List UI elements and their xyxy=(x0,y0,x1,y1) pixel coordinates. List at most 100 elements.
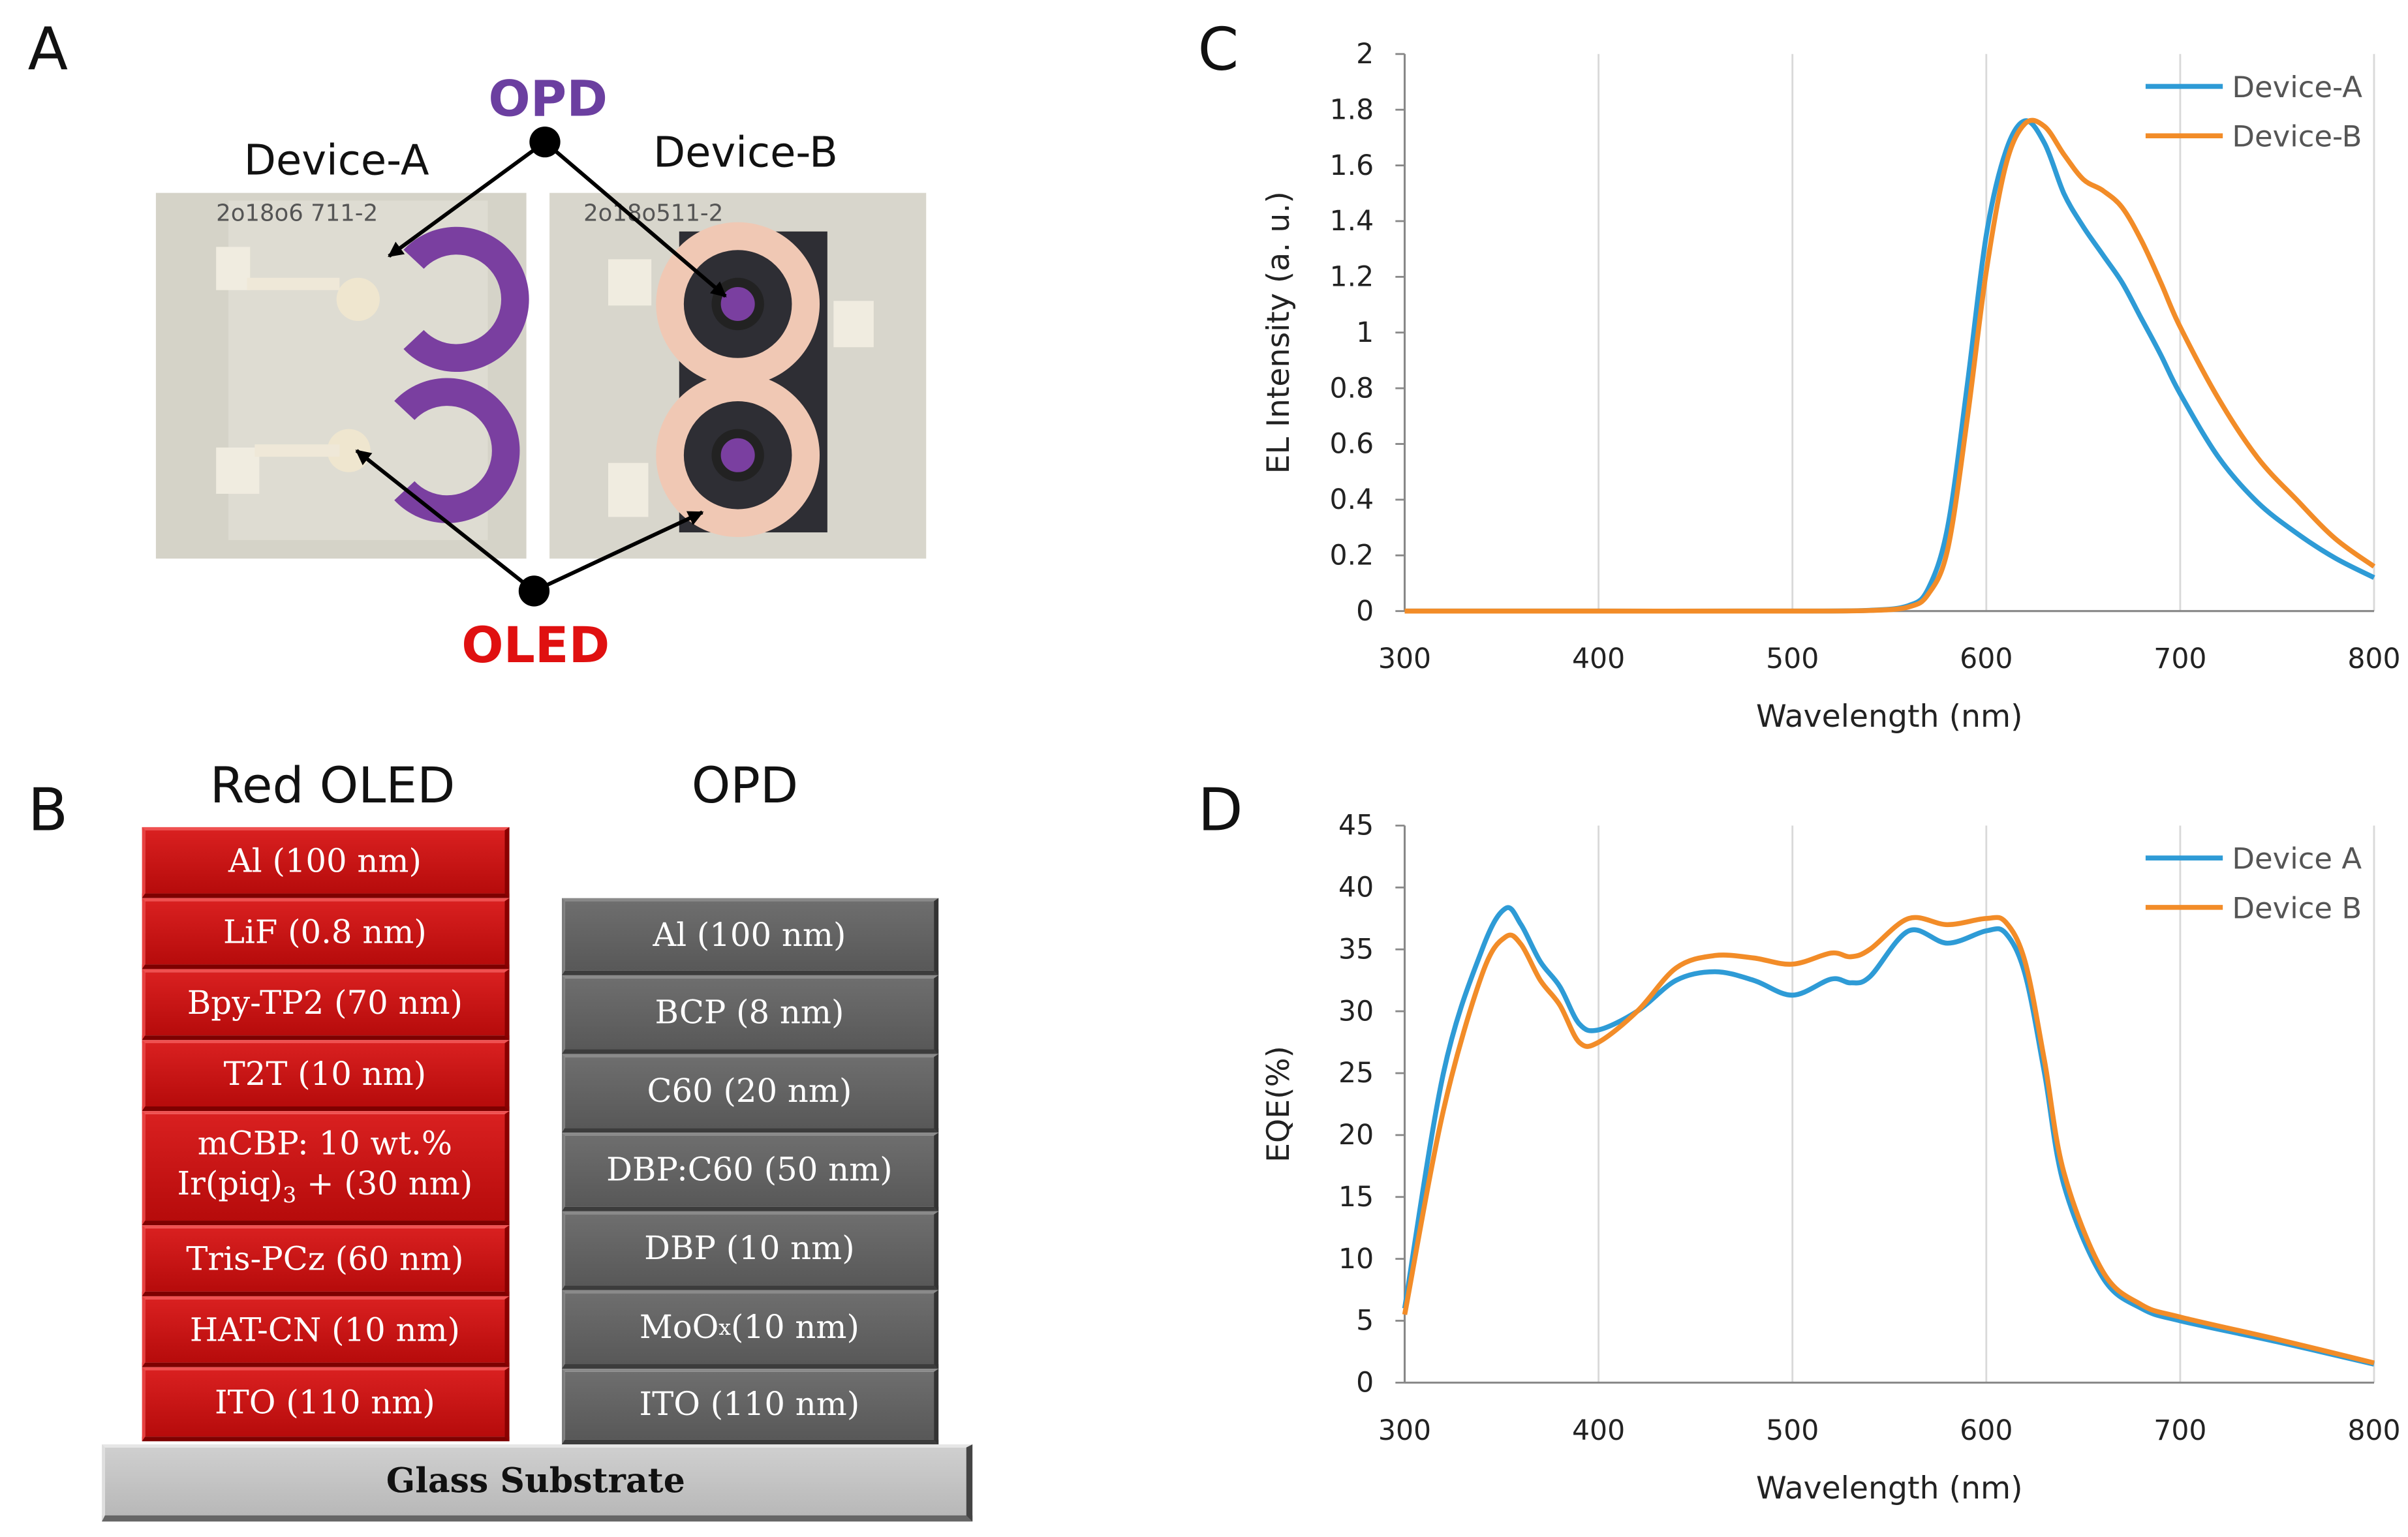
device-b-top-center xyxy=(711,277,764,331)
chart-d-y-tick-label-5: 5 xyxy=(1356,1305,1374,1337)
opd-moox-formula: MoO xyxy=(639,1309,719,1347)
chart-d-x-tick-label-400: 400 xyxy=(1572,1414,1625,1447)
chart-c-y-tick-label-1.4: 1.4 xyxy=(1330,205,1374,237)
chart-c-x-axis-label: Wavelength (nm) xyxy=(1756,699,2023,735)
oled-stack-title: Red OLED xyxy=(209,756,455,815)
chart-d-y-tick-label-0: 0 xyxy=(1356,1367,1374,1399)
chart-c-y-tick-label-1.2: 1.2 xyxy=(1330,261,1374,294)
chart-d-series-device-b-line xyxy=(1402,915,2375,1365)
panel-letter-b: B xyxy=(27,776,69,844)
opd-moox-thickness: (10 nm) xyxy=(731,1309,859,1347)
device-a-top-trace xyxy=(247,277,340,290)
oled-arrow-a xyxy=(355,449,536,593)
chart-d-x-tick-label-500: 500 xyxy=(1766,1414,1819,1447)
oled-layer-hat-cn: HAT-CN (10 nm) xyxy=(142,1296,510,1367)
device-a-label: Device-A xyxy=(244,136,429,185)
chart-c-y-axis-label: EL Intensity (a. u.) xyxy=(1261,191,1297,474)
chart-d-x-tick-label-800: 800 xyxy=(2347,1414,2400,1447)
chart-d-y-tick-label-30: 30 xyxy=(1338,995,1374,1027)
sample-a-marking: 2o18o6 711-2 xyxy=(216,200,378,226)
chart-d-y-tick-label-25: 25 xyxy=(1338,1057,1374,1089)
opd-layer-ito: ITO (110 nm) xyxy=(562,1369,939,1445)
opd-layer-dbp: DBP (10 nm) xyxy=(562,1211,939,1290)
chart-d-legend-label-device-b: Device B xyxy=(2232,890,2362,925)
device-b-bottom-center xyxy=(711,429,764,482)
chart-c-x-tick-label-500: 500 xyxy=(1766,643,1819,675)
oled-layer-lif: LiF (0.8 nm) xyxy=(142,898,510,969)
chart-d-x-axis-label: Wavelength (nm) xyxy=(1756,1470,2023,1506)
oled-emissive-dopant: Ir(piq) xyxy=(177,1164,283,1202)
chart-d-y-tick-label-45: 45 xyxy=(1338,810,1374,842)
chart-d-y-tick-label-40: 40 xyxy=(1338,872,1374,904)
oled-layer-ito: ITO (110 nm) xyxy=(142,1367,510,1442)
chart-c-x-tick-label-700: 700 xyxy=(2153,643,2206,675)
oled-layer-tris-pcz: Tris-PCz (60 nm) xyxy=(142,1225,510,1296)
chart-c-x-tick-label-600: 600 xyxy=(1960,643,2013,675)
device-photo: 2o18o6 711-2 2o18o511-2 Device-A Device-… xyxy=(155,70,927,674)
chart-d-y-tick-label-20: 20 xyxy=(1338,1119,1374,1151)
oled-layer-bpy-tp2: Bpy-TP2 (70 nm) xyxy=(142,969,510,1041)
chart-c-legend-label-device-b: Device-B xyxy=(2232,119,2362,154)
device-a-top-pad xyxy=(216,247,251,290)
device-a-bottom-pad xyxy=(216,447,260,494)
device-b-bottom-ring xyxy=(656,373,820,538)
device-a-top-ring xyxy=(403,226,529,373)
chart-c-x-tick-label-800: 800 xyxy=(2347,643,2400,675)
chart-c-x-tick-label-300: 300 xyxy=(1378,643,1431,675)
opd-arrow-a xyxy=(388,140,546,258)
oled-layer-t2t: T2T (10 nm) xyxy=(142,1040,510,1112)
opd-layer-dbp-c60: DBP:C60 (50 nm) xyxy=(562,1133,939,1211)
device-b-top-ring xyxy=(656,222,820,386)
opd-arrow-b xyxy=(544,140,727,298)
oled-layer-emissive: mCBP: 10 wt.% Ir(piq)3 + (30 nm) xyxy=(142,1111,510,1226)
chart-d-y-axis-label: EQE(%) xyxy=(1261,1046,1297,1163)
device-a-bottom-ring xyxy=(394,378,520,523)
opd-layer-al: Al (100 nm) xyxy=(562,898,939,975)
chart-c-legend-label-device-a: Device-A xyxy=(2232,70,2362,104)
oled-arrow-b xyxy=(533,510,704,593)
opd-moox-subscript: x xyxy=(718,1315,732,1341)
chart-c-y-tick-label-1.8: 1.8 xyxy=(1330,93,1374,126)
oled-emissive-subscript: 3 xyxy=(283,1183,297,1208)
opd-layer-moox: MoO x (10 nm) xyxy=(562,1290,939,1369)
panel-letter-c: C xyxy=(1197,15,1239,84)
oled-label: OLED xyxy=(461,616,610,674)
chart-d-x-tick-label-700: 700 xyxy=(2153,1414,2206,1447)
chart-c-y-tick-label-0.4: 0.4 xyxy=(1330,483,1374,516)
chart-c-y-tick-label-0.6: 0.6 xyxy=(1330,428,1374,461)
chart-c-y-tick-label-0.2: 0.2 xyxy=(1330,539,1374,571)
chart-c-el-spectrum: 0 0.2 0.4 0.6 0.8 1 1.2 1.4 1.6 1.8 2 300 400 500 600 7… xyxy=(1261,38,2401,735)
chart-c-series-device-a-line xyxy=(1404,118,2375,614)
chart-c-y-tick-label-0: 0 xyxy=(1356,595,1374,628)
device-b-label: Device-B xyxy=(653,129,838,177)
oled-emissive-line1: mCBP: 10 wt.% xyxy=(197,1125,453,1163)
opd-stack-title: OPD xyxy=(691,756,799,815)
chart-d-y-tick-label-35: 35 xyxy=(1338,933,1374,966)
glass-substrate: Glass Substrate xyxy=(102,1444,973,1522)
oled-emissive-thickness: + (30 nm) xyxy=(296,1164,473,1202)
opd-layer-c60: C60 (20 nm) xyxy=(562,1054,939,1133)
panel-letter-d: D xyxy=(1197,776,1243,844)
chart-c-y-tick-label-2: 2 xyxy=(1356,38,1374,70)
chart-d-y-tick-label-15: 15 xyxy=(1338,1181,1374,1213)
chart-c-x-tick-label-400: 400 xyxy=(1572,643,1625,675)
device-a-top-center xyxy=(336,277,380,322)
opd-layer-bcp: BCP (8 nm) xyxy=(562,975,939,1054)
chart-c-y-tick-label-1: 1 xyxy=(1356,316,1374,349)
chart-c-series-device-b-line xyxy=(1404,117,2376,614)
opd-label: OPD xyxy=(488,70,608,127)
chart-d-series-device-a-line xyxy=(1402,905,2375,1367)
chart-d-y-tick-label-10: 10 xyxy=(1338,1243,1374,1275)
oled-layer-al: Al (100 nm) xyxy=(142,827,510,898)
chart-d-x-tick-label-300: 300 xyxy=(1378,1414,1431,1447)
chart-d-legend-label-device-a: Device A xyxy=(2232,842,2362,876)
oled-emissive-line2: Ir(piq)3 + (30 nm) xyxy=(178,1164,473,1210)
chart-c-y-tick-label-0.8: 0.8 xyxy=(1330,372,1374,404)
panel-letter-a: A xyxy=(27,15,69,84)
chart-d-eqe-spectrum: 0 5 10 15 20 25 30 35 40 45 300 400 500 600 700 800 Wave… xyxy=(1261,810,2401,1506)
device-a-bottom-trace xyxy=(255,444,340,457)
device-b-right-pad xyxy=(833,301,874,348)
sample-b-marking: 2o18o511-2 xyxy=(583,200,723,226)
